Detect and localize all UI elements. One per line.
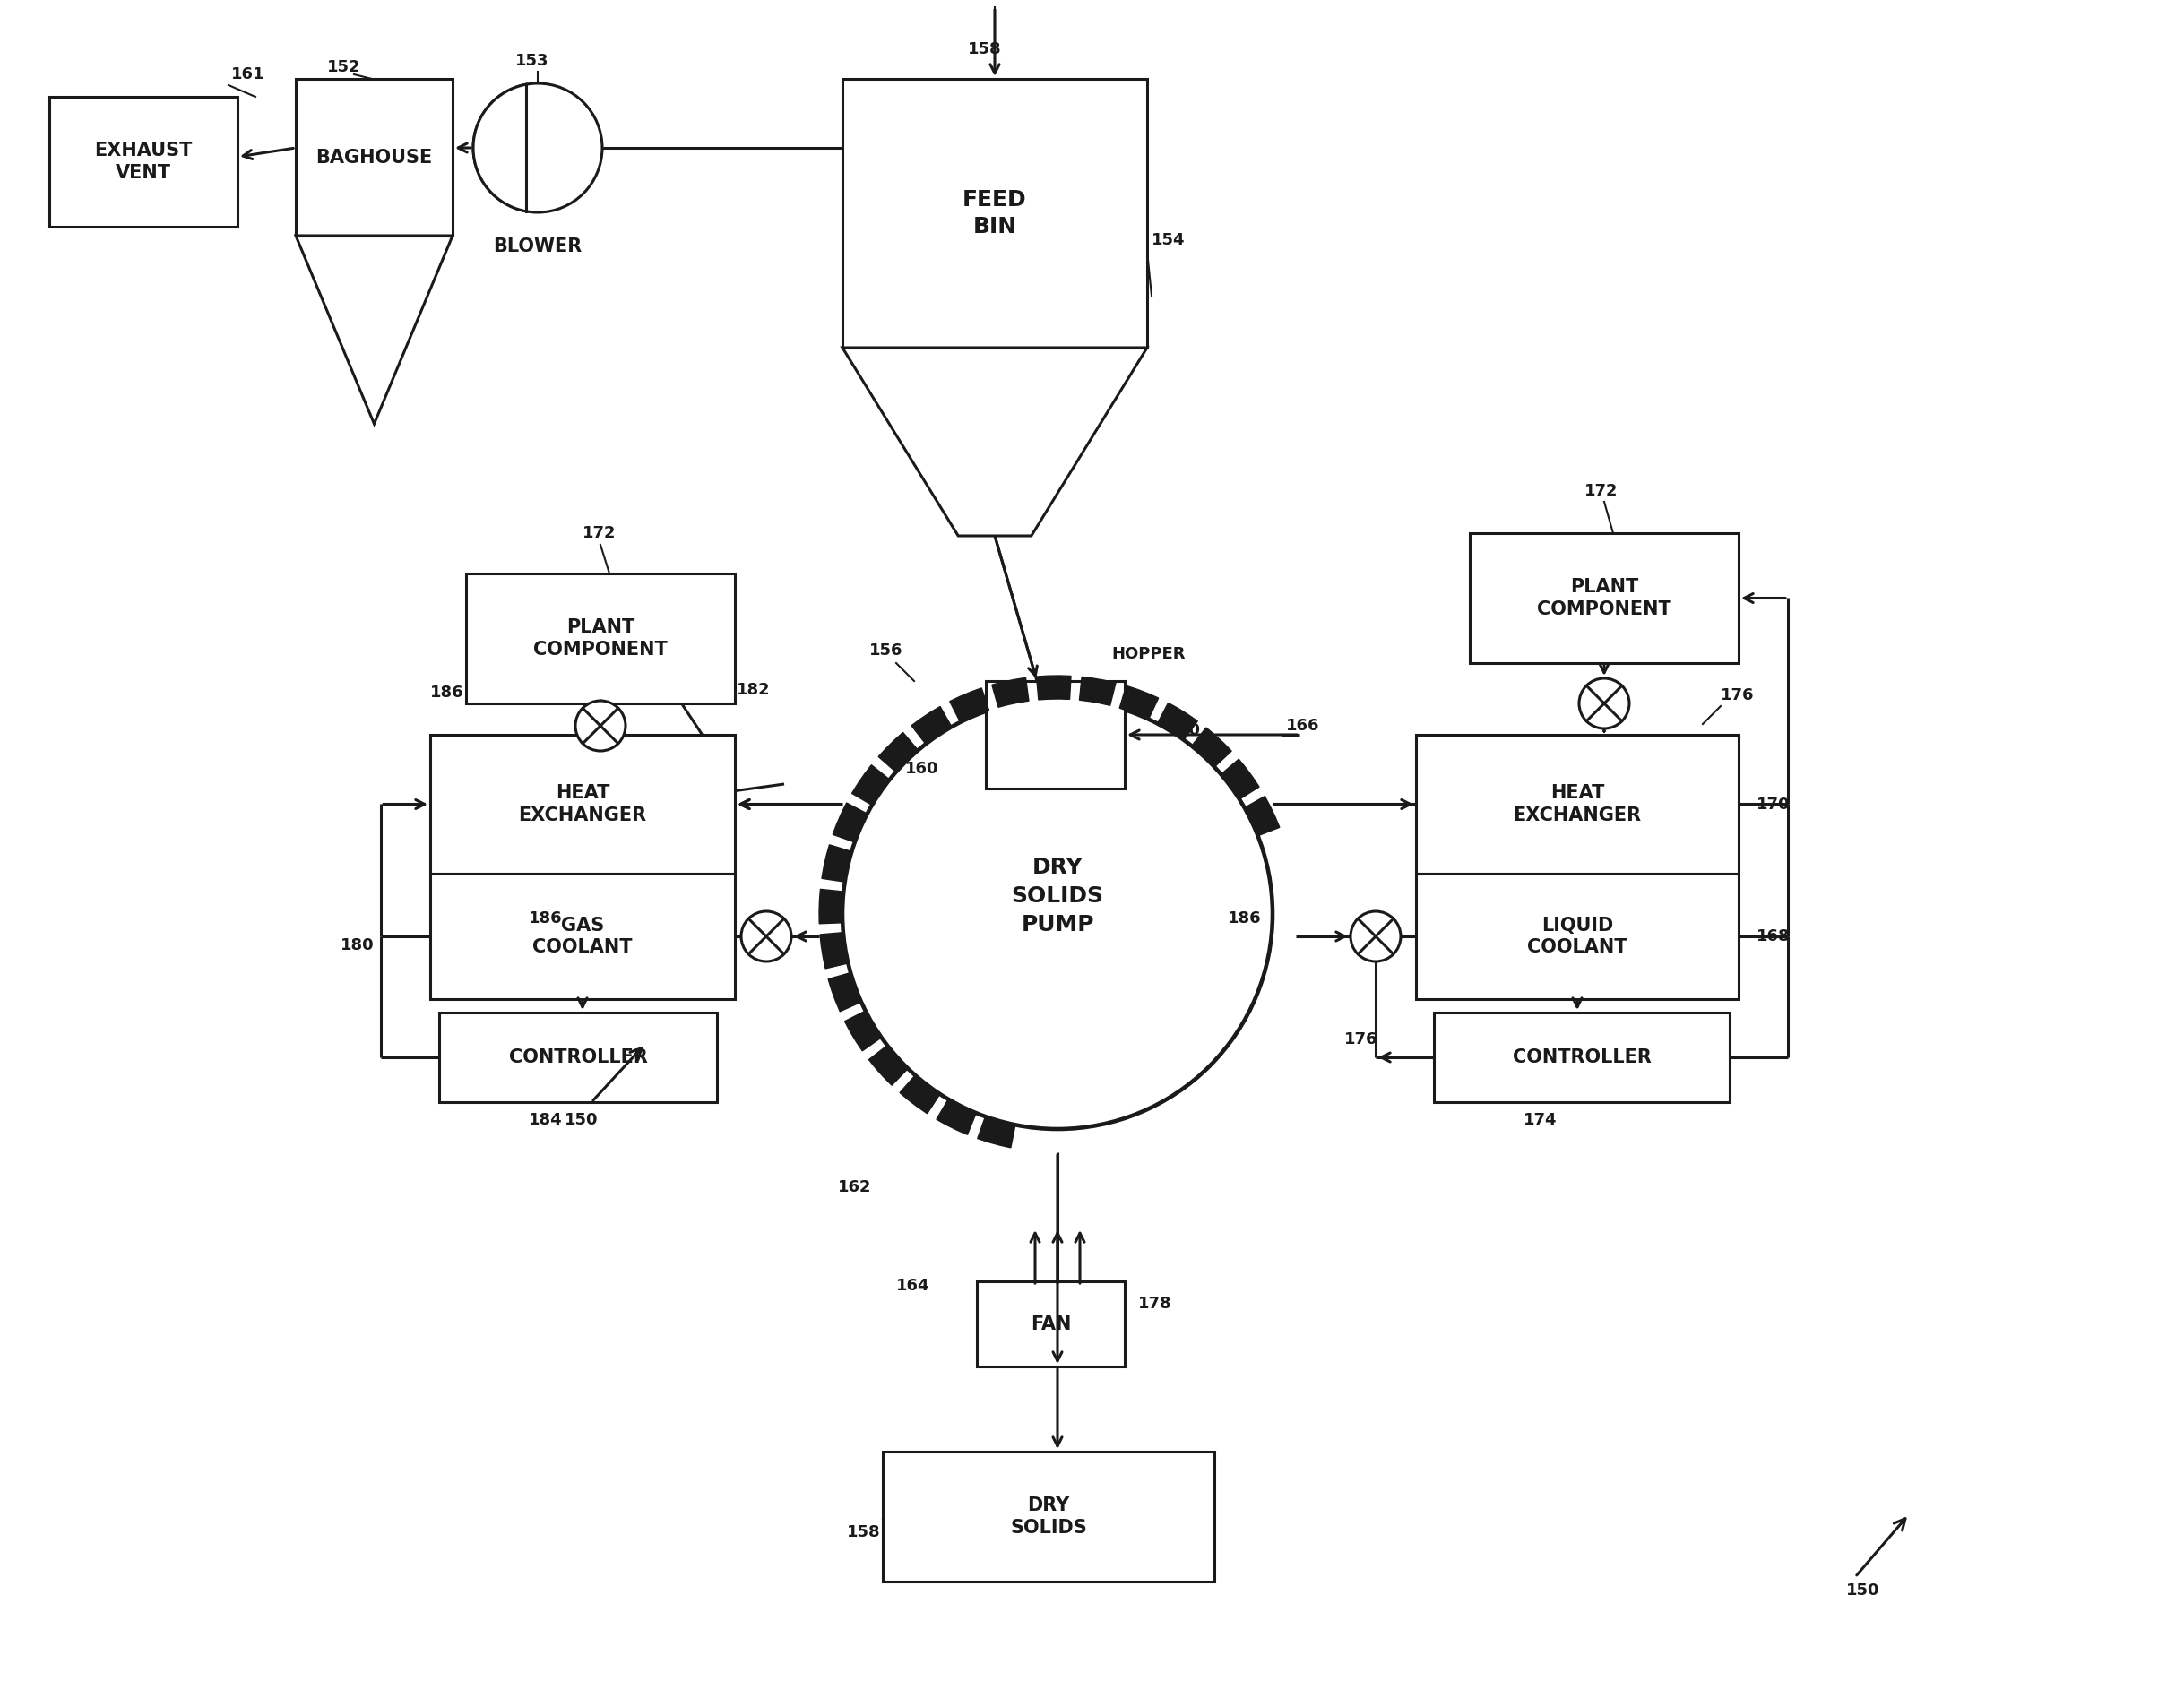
Polygon shape: [978, 1116, 1016, 1148]
Polygon shape: [852, 765, 889, 805]
Polygon shape: [878, 733, 917, 772]
Circle shape: [574, 701, 625, 751]
Text: 166: 166: [1286, 718, 1319, 735]
Text: 160: 160: [904, 761, 939, 777]
Text: FEED
BIN: FEED BIN: [963, 190, 1026, 237]
Bar: [985, 681, 1125, 788]
Text: GAS
COOLANT: GAS COOLANT: [533, 916, 633, 956]
Text: 186: 186: [1227, 911, 1262, 926]
Polygon shape: [1221, 760, 1260, 800]
Text: PLANT
COMPONENT: PLANT COMPONENT: [533, 619, 668, 659]
Bar: [439, 1012, 716, 1103]
Text: 152: 152: [328, 59, 360, 76]
Text: DRY
SOLIDS: DRY SOLIDS: [1011, 1496, 1088, 1536]
Text: 161: 161: [232, 66, 264, 82]
Text: 176: 176: [1345, 1032, 1378, 1047]
Text: 172: 172: [583, 524, 616, 541]
Text: 156: 156: [869, 642, 902, 659]
Polygon shape: [845, 1010, 882, 1051]
Text: 150: 150: [1845, 1582, 1880, 1599]
Bar: [430, 874, 734, 999]
Text: 170: 170: [1756, 797, 1791, 812]
Polygon shape: [819, 933, 847, 968]
Polygon shape: [869, 1046, 909, 1086]
Bar: [1435, 1012, 1730, 1103]
Bar: [1470, 533, 1738, 662]
Polygon shape: [821, 846, 852, 883]
Polygon shape: [1079, 677, 1116, 706]
Bar: [465, 573, 734, 703]
Text: 168: 168: [1756, 928, 1791, 945]
Polygon shape: [1037, 676, 1070, 699]
Text: HOPPER: HOPPER: [1112, 646, 1186, 662]
Text: 158: 158: [968, 42, 1002, 57]
Text: HEAT
EXCHANGER: HEAT EXCHANGER: [518, 783, 646, 824]
Polygon shape: [992, 677, 1029, 708]
Text: 164: 164: [895, 1278, 930, 1294]
Text: 180: 180: [341, 938, 373, 953]
Polygon shape: [819, 889, 843, 923]
Text: EXHAUST
VENT: EXHAUST VENT: [94, 141, 192, 182]
Text: FAN: FAN: [1031, 1315, 1070, 1333]
Bar: [882, 1452, 1214, 1582]
Text: 174: 174: [1524, 1113, 1557, 1128]
Text: 182: 182: [736, 682, 771, 698]
Circle shape: [474, 84, 603, 212]
Polygon shape: [911, 706, 952, 745]
Circle shape: [1579, 679, 1629, 728]
Bar: [295, 79, 452, 235]
Text: 158: 158: [847, 1525, 880, 1540]
Text: 10: 10: [1179, 723, 1201, 738]
Polygon shape: [828, 973, 860, 1012]
Text: 150: 150: [566, 1113, 598, 1128]
Polygon shape: [1120, 686, 1158, 719]
Text: CONTROLLER: CONTROLLER: [509, 1049, 646, 1066]
Polygon shape: [1158, 703, 1197, 740]
Bar: [1415, 874, 1738, 999]
Text: HEAT
EXCHANGER: HEAT EXCHANGER: [1514, 783, 1642, 824]
Text: 186: 186: [430, 684, 463, 701]
Polygon shape: [1192, 728, 1232, 767]
Polygon shape: [832, 804, 867, 842]
Text: 186: 186: [529, 911, 563, 926]
Polygon shape: [474, 84, 537, 212]
Polygon shape: [937, 1099, 976, 1135]
Circle shape: [740, 911, 791, 962]
Text: 172: 172: [1583, 482, 1618, 499]
Circle shape: [1350, 911, 1400, 962]
Bar: [50, 97, 238, 227]
Bar: [430, 735, 734, 874]
Polygon shape: [900, 1076, 939, 1113]
Text: 153: 153: [515, 52, 548, 69]
Text: 184: 184: [529, 1113, 563, 1128]
Circle shape: [843, 699, 1273, 1130]
Text: 154: 154: [1151, 232, 1186, 249]
Text: BLOWER: BLOWER: [494, 237, 583, 256]
Bar: [976, 1281, 1125, 1367]
Text: CONTROLLER: CONTROLLER: [1511, 1049, 1651, 1066]
Text: LIQUID
COOLANT: LIQUID COOLANT: [1527, 916, 1627, 956]
Text: DRY
SOLIDS
PUMP: DRY SOLIDS PUMP: [1011, 857, 1103, 935]
Text: 176: 176: [1721, 688, 1754, 703]
Text: PLANT
COMPONENT: PLANT COMPONENT: [1538, 578, 1671, 619]
Bar: [843, 79, 1147, 348]
Text: 178: 178: [1138, 1296, 1173, 1311]
Text: 162: 162: [839, 1178, 871, 1195]
Polygon shape: [1245, 797, 1280, 835]
Bar: [1415, 735, 1738, 874]
Text: BAGHOUSE: BAGHOUSE: [317, 148, 432, 166]
Polygon shape: [950, 688, 989, 723]
